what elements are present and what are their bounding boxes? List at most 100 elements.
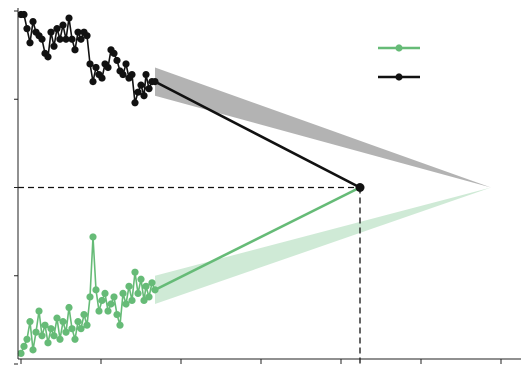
series-1-point-8 [41,321,49,329]
series-0-point-17 [68,35,76,43]
series-1-point-40 [137,275,145,283]
series-0-point-20 [77,35,85,43]
series-0-point-43 [145,85,153,93]
series-1-point-42 [142,282,150,290]
series-0-point-18 [71,46,79,54]
green-confidence-band [155,187,491,304]
series-1-point-15 [62,328,70,336]
series-0-point-42 [142,70,150,79]
green-trend-line [154,186,361,292]
legend [378,44,420,81]
series-1-point-7 [38,332,46,340]
series-0-point-45 [151,78,159,86]
series-0-point-34 [119,70,127,79]
series-1-point-37 [128,296,136,305]
axes [14,8,521,365]
series-1-point-18 [71,335,79,343]
series-1-point-26 [95,307,103,315]
series-1-point-13 [56,335,64,343]
legend-green-marker [395,44,403,52]
series-1-point-23 [86,293,94,301]
series-0-point-11 [50,42,58,50]
series-0 [17,10,159,107]
series-1-point-11 [50,332,58,340]
series-0-point-16 [65,14,73,22]
series-1-point-2 [23,335,31,343]
series-0-point-35 [122,60,130,68]
series-1-point-17 [68,325,76,333]
legend-black-marker [395,73,403,81]
series-1-point-22 [83,321,91,329]
series-1-point-20 [77,325,85,333]
series-0-point-38 [131,99,139,107]
series-1-point-3 [26,318,34,326]
series-0-point-32 [113,56,121,65]
series-1-point-39 [134,289,142,297]
series-1-point-28 [101,289,109,297]
series-0-point-22 [83,32,91,40]
series-1-point-6 [35,307,43,315]
series-1-point-1 [20,342,28,350]
series-1-point-19 [74,318,82,326]
series-1 [17,233,159,358]
series-1-point-35 [122,300,130,308]
series-1-point-27 [98,296,106,305]
series-1-point-31 [110,293,118,301]
series-0-point-4 [29,17,37,26]
series-1-point-34 [119,289,127,297]
junction-point [355,183,365,192]
series-1-point-21 [80,310,88,319]
series-1-point-10 [47,325,55,333]
series-0-point-15 [62,35,70,43]
series-1-point-33 [116,321,124,329]
series-0-point-40 [137,81,145,89]
series-1-point-45 [151,286,159,294]
series-0-point-3 [26,39,34,47]
series-0-line [21,13,155,104]
series-1-point-9 [44,339,52,347]
series-0-point-23 [86,60,94,68]
legend-green [378,44,420,52]
reference-lines [18,186,361,367]
series-0-point-10 [47,28,55,36]
series-0-point-19 [74,28,82,36]
black-confidence-band [155,67,491,188]
series-0-point-37 [128,70,136,79]
series-0-point-31 [110,49,118,57]
series-0-point-39 [134,88,142,96]
black-trend-line [154,80,361,189]
series-1-point-44 [148,279,156,287]
series-0-point-41 [140,92,148,100]
series-1-point-24 [89,233,97,241]
series-1-point-16 [65,303,73,312]
series-0-point-2 [23,25,31,33]
series-1-point-32 [113,310,121,319]
series-0-point-29 [104,63,112,72]
series-1-point-29 [104,307,112,315]
series-1-point-0 [17,349,25,358]
data-series [17,10,159,358]
series-1-point-38 [131,268,139,276]
series-0-point-1 [20,10,28,19]
legend-black [378,73,420,81]
series-1-point-5 [32,328,40,336]
series-1-point-43 [145,293,153,301]
series-1-point-30 [107,300,115,308]
series-0-point-14 [59,21,67,29]
confidence-bands [155,67,491,304]
series-0-point-25 [92,63,100,72]
series-0-point-27 [98,74,106,82]
series-1-point-36 [125,282,133,290]
series-0-point-13 [56,35,64,43]
trend-lines [154,80,365,292]
series-1-point-4 [29,346,37,354]
series-0-point-7 [38,35,46,43]
series-1-point-12 [53,314,61,322]
series-1-point-41 [140,296,148,305]
series-1-line [20,236,156,354]
series-1-point-14 [59,318,67,326]
series-0-point-9 [44,53,52,61]
series-0-point-24 [89,78,97,86]
series-0-point-12 [53,25,61,33]
